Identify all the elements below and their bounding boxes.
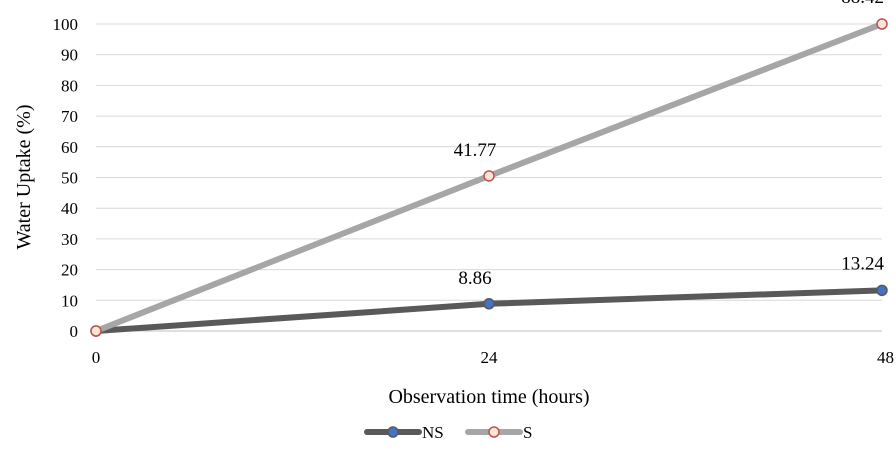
y-tick-label-10: 10 (61, 291, 78, 310)
data-label-ns-24: 8.86 (458, 268, 491, 289)
y-axis-tick-labels: 0 10 20 30 40 50 60 70 80 90 100 (53, 15, 79, 341)
legend: NS S (364, 423, 532, 442)
y-tick-label-50: 50 (61, 169, 78, 188)
series-line-ns (93, 287, 885, 334)
series-lines: 8.86 13.24 41.77 88.42 (90, 0, 888, 337)
data-label-ns-48: 13.24 (841, 253, 884, 274)
y-tick-label-40: 40 (61, 199, 78, 218)
point-s-0 (90, 325, 102, 337)
x-tick-label-0: 0 (92, 348, 101, 367)
y-tick-label-70: 70 (61, 107, 78, 126)
legend-swatch-marker-ns (387, 426, 399, 438)
legend-item-s: S (465, 423, 532, 442)
y-tick-label-100: 100 (53, 15, 79, 34)
point-s-48 (876, 18, 888, 30)
y-tick-label-80: 80 (61, 76, 78, 95)
point-s-24 (483, 170, 495, 182)
y-tick-label-30: 30 (61, 230, 78, 249)
y-axis-title: Water Uptake (%) (13, 105, 35, 250)
x-tick-label-48: 48 (877, 348, 894, 367)
series-s: 41.77 88.42 (90, 0, 888, 337)
data-label-s-24: 41.77 (454, 140, 497, 161)
legend-label-s: S (523, 423, 532, 442)
point-ns-24 (483, 298, 495, 310)
series-ns: 8.86 13.24 (90, 253, 888, 337)
x-tick-label-24: 24 (481, 348, 499, 367)
y-tick-label-90: 90 (61, 46, 78, 65)
legend-label-ns: NS (422, 423, 444, 442)
x-axis-tick-labels: 0 24 48 (92, 348, 894, 367)
y-tick-label-60: 60 (61, 138, 78, 157)
legend-item-ns: NS (364, 423, 444, 442)
legend-swatch-marker-s (488, 426, 500, 438)
y-tick-label-20: 20 (61, 261, 78, 280)
point-ns-48 (876, 284, 888, 297)
y-tick-label-0: 0 (70, 322, 79, 341)
data-label-s-48: 88.42 (841, 0, 884, 8)
x-axis-title: Observation time (hours) (388, 386, 589, 408)
